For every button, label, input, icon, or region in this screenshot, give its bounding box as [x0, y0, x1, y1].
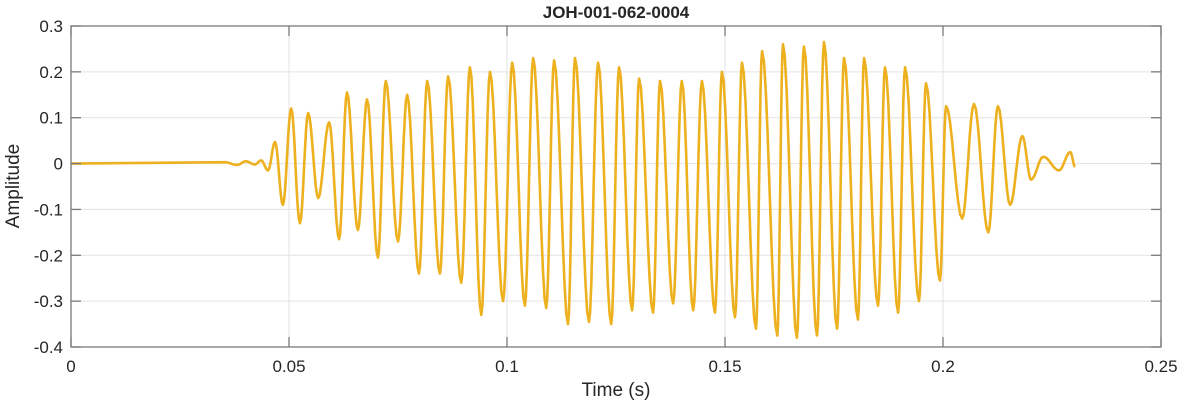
- ticks: 0 0.05 0.1 0.15 0.2 0.25 0.3 0.2 0.1 0 -0.1 -0.2 -0.…: [34, 17, 1178, 376]
- x-tick-label: 0: [66, 357, 75, 376]
- chart-title: JOH-001-062-0004: [543, 3, 690, 22]
- y-tick-label: 0.1: [39, 109, 63, 128]
- y-tick-label: -0.3: [34, 292, 63, 311]
- y-tick-label: -0.2: [34, 246, 63, 265]
- y-tick-label: 0.3: [39, 17, 63, 36]
- y-tick-label: 0: [54, 155, 63, 174]
- waveform-line: [70, 40, 1077, 340]
- y-axis-label: Amplitude: [3, 144, 24, 229]
- y-tick-label: 0.2: [39, 63, 63, 82]
- axes-box: [70, 25, 1162, 348]
- x-tick-label: 0.05: [272, 357, 305, 376]
- y-tick-label: -0.1: [34, 200, 63, 219]
- x-tick-label: 0.25: [1144, 357, 1177, 376]
- x-tick-label: 0.1: [495, 357, 519, 376]
- x-tick-label: 0.15: [708, 357, 741, 376]
- x-axis-label: Time (s): [582, 380, 651, 401]
- y-tick-label: -0.4: [34, 338, 63, 357]
- x-tick-label: 0.2: [931, 357, 955, 376]
